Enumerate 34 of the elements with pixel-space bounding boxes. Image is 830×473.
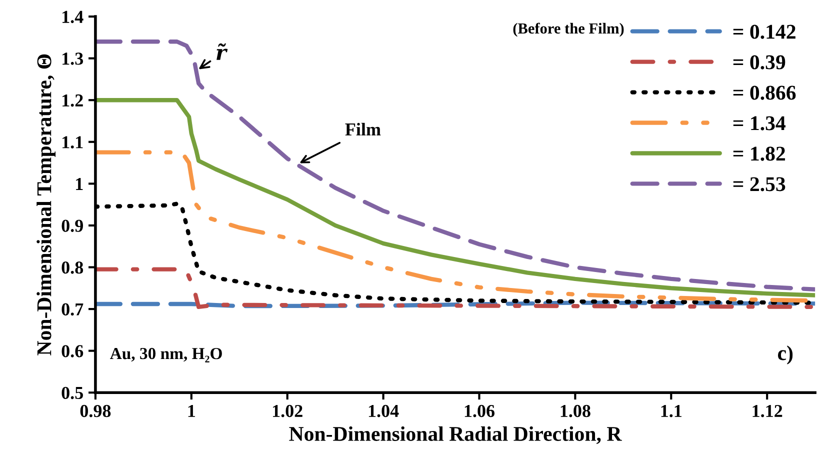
- y-tick-label: 0.8: [62, 262, 84, 274]
- x-tick-label: 1.04: [368, 404, 399, 418]
- y-tick-label: 1.1: [62, 136, 83, 148]
- legend-label: = 0.866: [733, 86, 796, 100]
- y-tick-label: 1: [76, 178, 83, 190]
- annotation: Au, 30 nm, H₂O: [110, 348, 222, 362]
- x-axis-title: Non-Dimensional Radial Direction, R: [289, 426, 622, 444]
- legend-title: (Before the Film): [513, 22, 624, 37]
- line-series: [95, 40, 816, 292]
- legend-label: = 0.142: [733, 24, 796, 39]
- y-tick-label: 0.6: [62, 345, 84, 358]
- y-tick-label: 0.5: [62, 386, 83, 400]
- x-tick-label: 0.98: [80, 404, 111, 418]
- legend-label: = 1.82: [733, 146, 785, 161]
- y-tick-label: 0.9: [62, 220, 83, 232]
- line-series: [95, 98, 816, 298]
- legend-label: = 0.39: [733, 55, 786, 70]
- y-tick-label: 1.4: [62, 10, 84, 24]
- x-tick-label: 1.06: [464, 404, 495, 418]
- legend-label: = 1.34: [733, 116, 786, 130]
- x-tick-label: 1.12: [752, 404, 782, 418]
- y-axis-title: Non-Dimensional Temperature, Θ: [36, 54, 56, 356]
- x-tick-label: 1.1: [661, 405, 682, 418]
- annotation: r̃: [216, 43, 228, 60]
- annotation: c): [778, 346, 793, 364]
- annotation: Film: [345, 122, 381, 136]
- x-tick-label: 1.08: [560, 404, 590, 418]
- legend-label: = 2.53: [733, 177, 786, 192]
- x-tick-label: 1: [188, 405, 195, 417]
- y-tick-label: 0.7: [62, 303, 84, 316]
- y-tick-label: 1.3: [62, 52, 84, 65]
- line-series: [95, 267, 816, 310]
- y-tick-label: 1.2: [62, 94, 83, 107]
- x-tick-label: 1.02: [272, 404, 302, 418]
